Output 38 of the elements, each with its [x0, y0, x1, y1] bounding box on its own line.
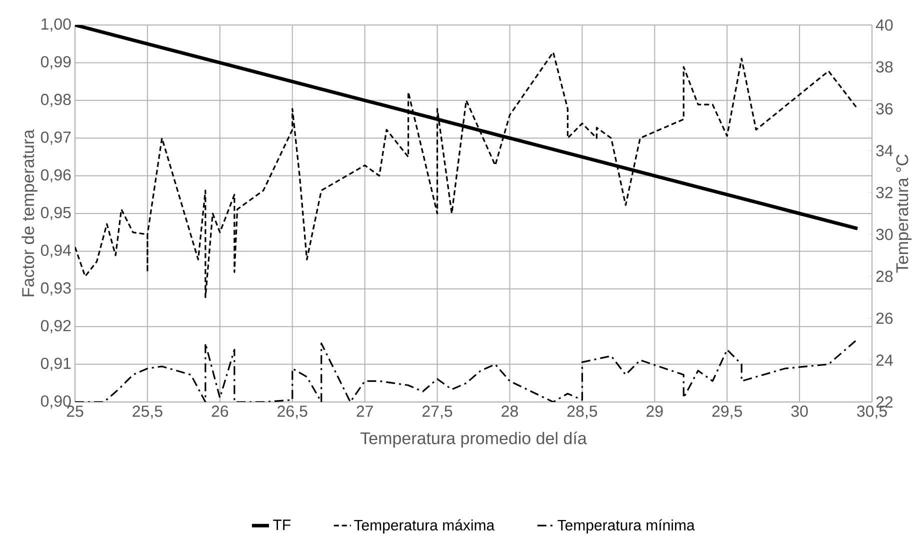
y2-tick-label: 34: [876, 145, 893, 156]
legend-label: TF: [273, 520, 290, 530]
x-tick-label: 29: [646, 406, 663, 417]
x-tick-label: 30,5: [857, 406, 887, 419]
x-tick-label: 28: [502, 406, 518, 417]
y-tick-label: 1,00: [42, 18, 71, 32]
y2-tick-label: 28: [876, 270, 893, 282]
y2-tick-label: 38: [876, 61, 893, 73]
x-tick-label: 25,5: [132, 406, 162, 419]
x-tick-label: 27: [356, 406, 373, 417]
y-axis-title: Factor de temperatura: [22, 129, 38, 296]
y2-tick-label: 32: [876, 186, 893, 198]
y2-axis-title: Temperatura °C: [896, 154, 912, 273]
y2-tick-label: 36: [876, 103, 893, 114]
y-tick-label: 0,92: [40, 320, 71, 334]
y-tick-label: 0,98: [40, 94, 71, 108]
y2-tick-label: 24: [876, 354, 893, 366]
x-tick-label: 26,5: [278, 406, 308, 419]
x-tick-label: 28,5: [567, 406, 598, 419]
y-tick-label: 0,93: [40, 282, 71, 296]
x-tick-label: 29,5: [712, 406, 742, 419]
x-axis-title: Temperatura promedio del día: [360, 432, 587, 448]
legend-label: Temperatura máxima: [354, 519, 495, 534]
y2-tick-label: 22: [876, 396, 893, 408]
y-tick-label: 0,94: [40, 244, 71, 258]
y-tick-label: 0,97: [40, 132, 71, 145]
y2-tick-label: 30: [876, 228, 893, 240]
line-series: [75, 338, 858, 402]
y-tick-label: 0,99: [40, 56, 71, 70]
y-tick-label: 0,91: [40, 358, 71, 371]
y2-tick-label: 26: [876, 312, 893, 324]
x-tick-label: 30: [791, 406, 808, 417]
legend-label: Temperatura mínima: [558, 519, 695, 534]
y-tick-label: 0,96: [40, 169, 71, 182]
x-tick-label: 27,5: [422, 406, 452, 419]
x-tick-label: 26: [212, 406, 228, 417]
y2-tick-label: 40: [876, 19, 893, 31]
y-tick-label: 0,95: [40, 206, 71, 220]
